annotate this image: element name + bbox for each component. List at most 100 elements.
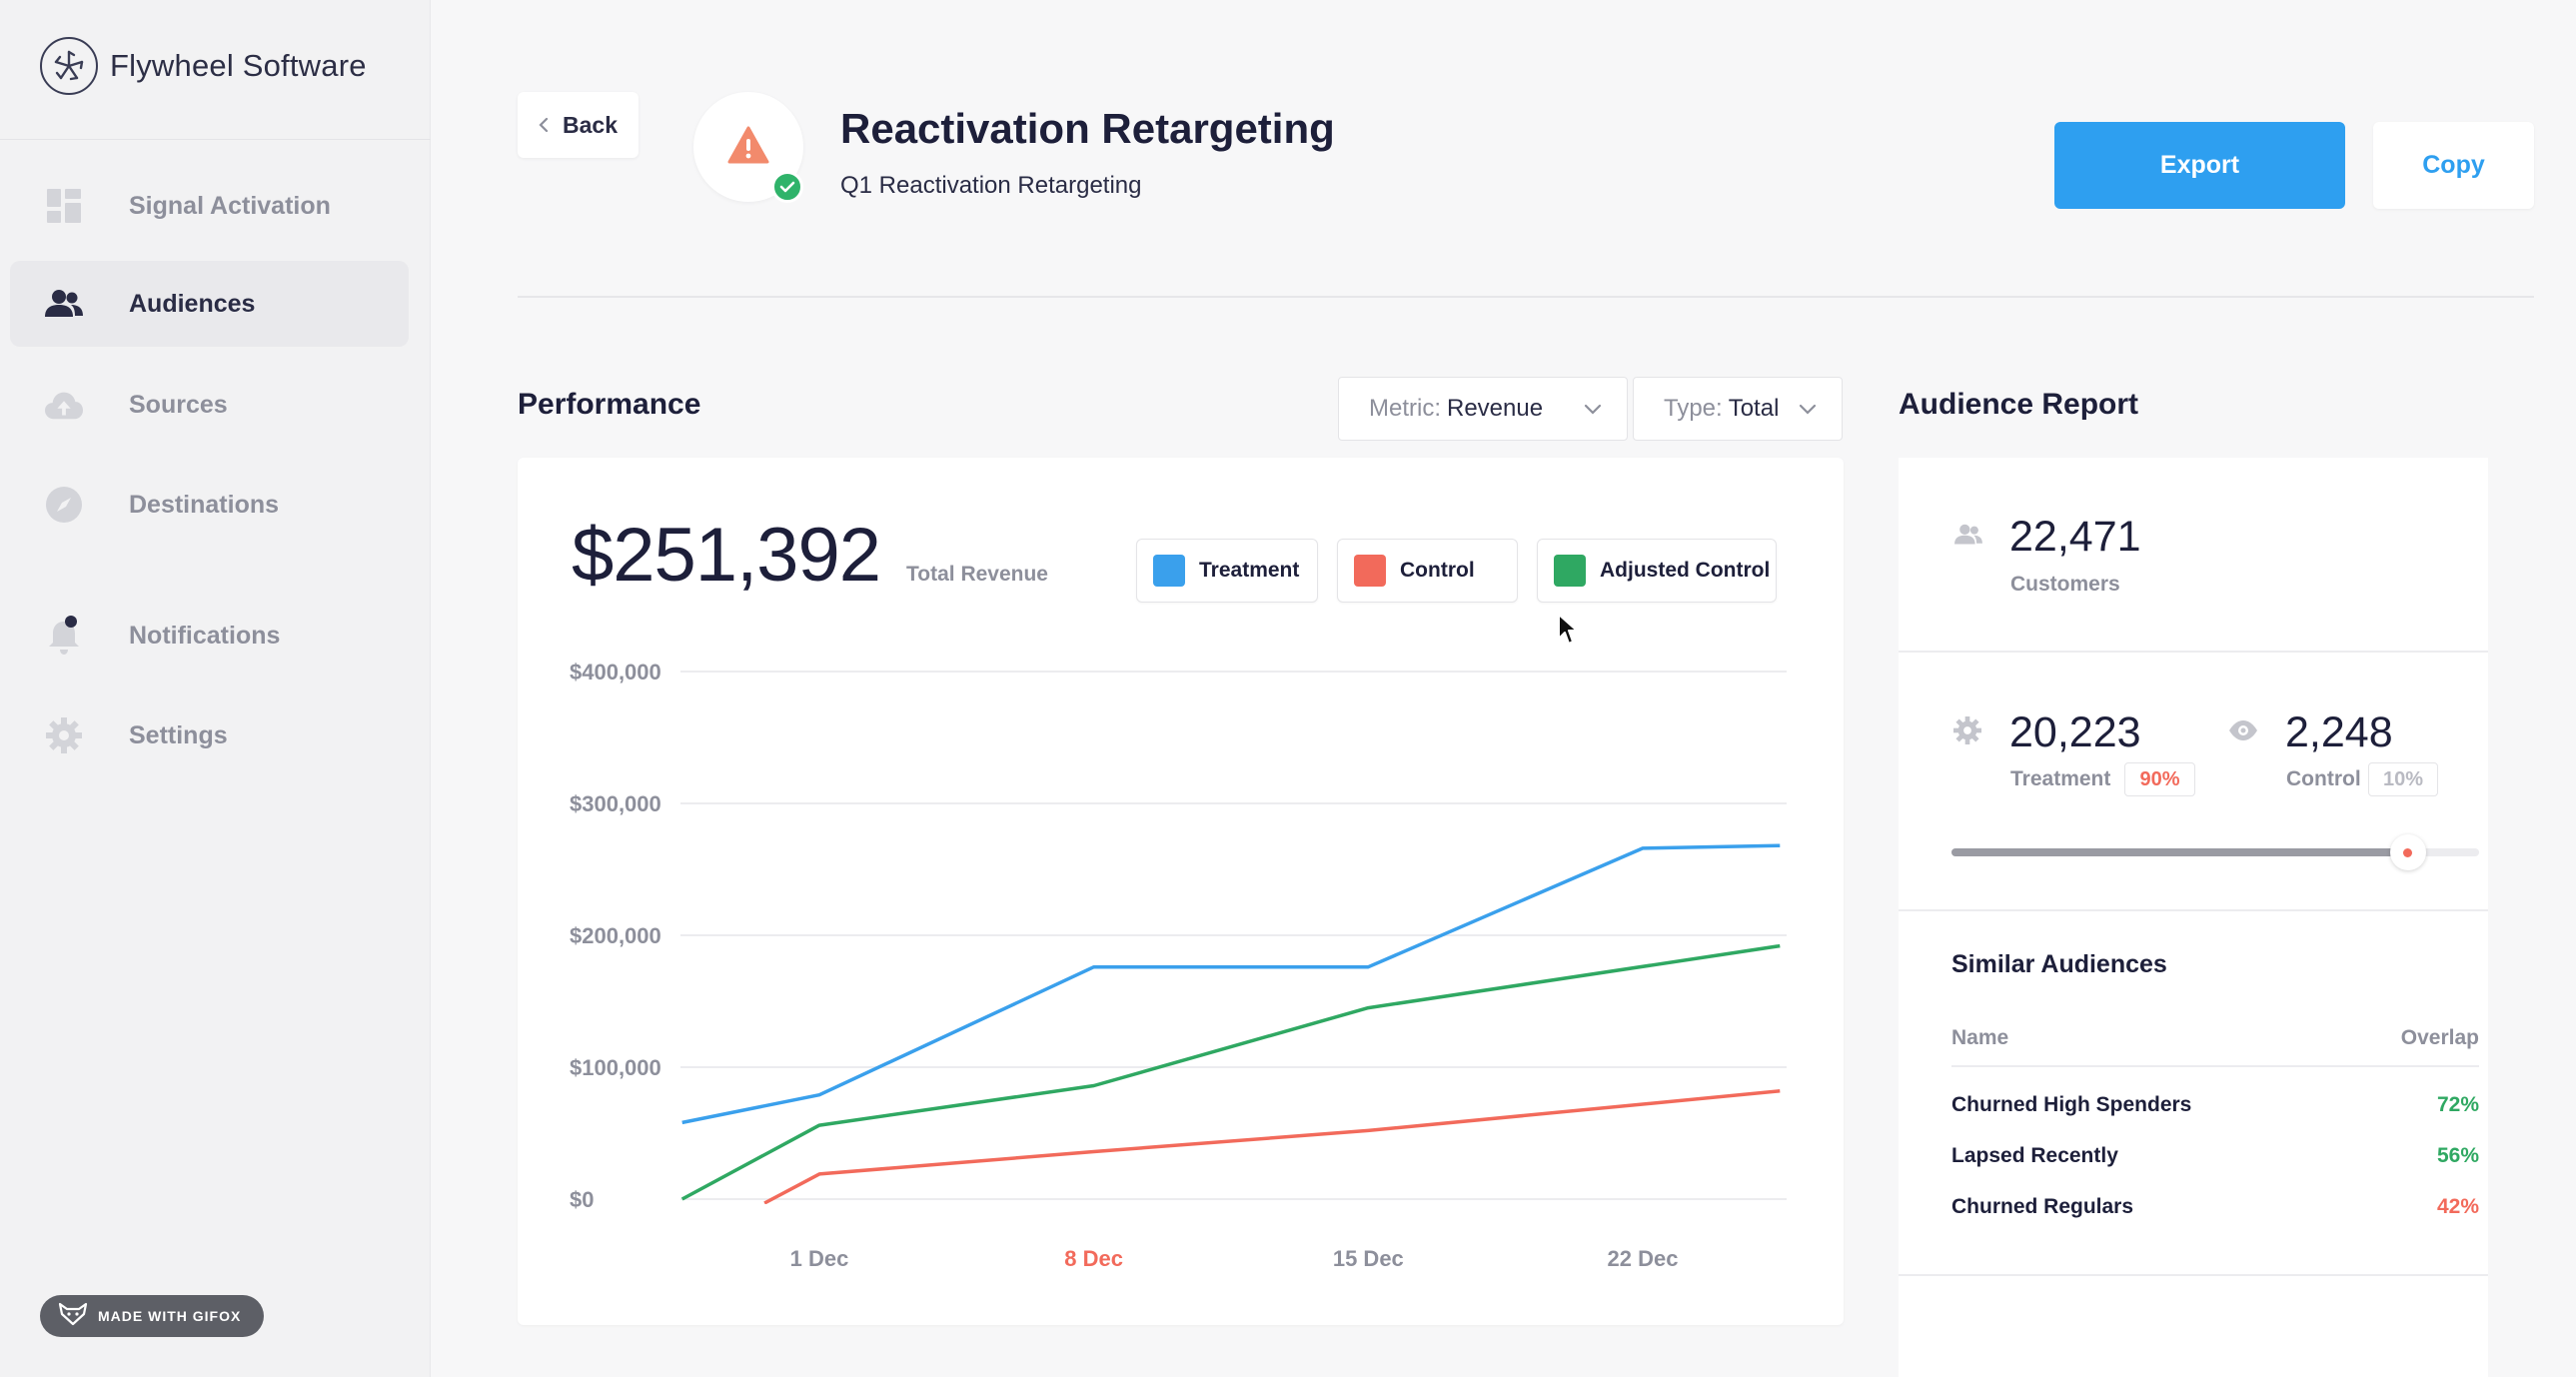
sidebar-item-settings[interactable]: Settings xyxy=(10,692,409,778)
report-divider xyxy=(1899,651,2488,653)
audience-name: Churned Regulars xyxy=(1951,1195,2134,1218)
performance-title: Performance xyxy=(518,388,701,421)
eye-icon xyxy=(2228,719,2258,746)
total-revenue-caption: Total Revenue xyxy=(906,563,1048,586)
brand-name: Flywheel Software xyxy=(110,48,367,83)
audience-name: Churned High Spenders xyxy=(1951,1093,2192,1116)
type-key: Type: xyxy=(1664,395,1723,422)
audience-report-title: Audience Report xyxy=(1899,388,2139,421)
table-header-divider xyxy=(1951,1065,2479,1067)
similar-audience-row[interactable]: Lapsed Recently 56% xyxy=(1951,1144,2479,1176)
mouse-cursor-icon xyxy=(1557,613,1581,652)
warning-icon xyxy=(727,126,769,169)
legend-swatch xyxy=(1354,555,1386,587)
gear-icon xyxy=(45,716,83,754)
similar-audience-row[interactable]: Churned Regulars 42% xyxy=(1951,1195,2479,1227)
similar-audiences-title: Similar Audiences xyxy=(1951,950,2167,978)
x-tick-label: 22 Dec xyxy=(1608,1246,1679,1271)
people-icon xyxy=(1953,524,1983,551)
legend-label: Adjusted Control xyxy=(1600,559,1771,582)
sidebar-item-label: Settings xyxy=(129,720,228,749)
audience-overlap: 42% xyxy=(2436,1195,2479,1218)
audience-overlap: 56% xyxy=(2436,1144,2479,1167)
y-tick-label: $100,000 xyxy=(570,1055,661,1080)
gifox-badge[interactable]: MADE WITH GIFOX xyxy=(40,1295,264,1337)
back-button[interactable]: Back xyxy=(518,92,639,158)
sidebar: Flywheel Software Signal Activation Audi… xyxy=(0,0,431,1377)
report-divider xyxy=(1899,909,2488,911)
sidebar-item-signal-activation[interactable]: Signal Activation xyxy=(10,163,409,249)
dashboard-grid-icon xyxy=(45,187,83,225)
bell-icon xyxy=(45,616,83,655)
sidebar-item-label: Sources xyxy=(129,390,228,419)
sidebar-item-destinations[interactable]: Destinations xyxy=(10,462,409,548)
audience-name: Lapsed Recently xyxy=(1951,1144,2118,1167)
people-icon xyxy=(45,285,83,323)
flywheel-logo-icon xyxy=(40,37,98,95)
total-revenue-value: $251,392 xyxy=(572,513,881,598)
back-label: Back xyxy=(563,111,618,138)
cloud-upload-icon xyxy=(45,386,83,424)
control-label: Control xyxy=(2286,767,2361,790)
sidebar-item-label: Audiences xyxy=(129,289,256,318)
page-title: Reactivation Retargeting xyxy=(840,105,1335,152)
series-line-control xyxy=(763,1089,1781,1204)
series-line-adjusted-control xyxy=(680,943,1781,1201)
compass-icon xyxy=(45,486,83,524)
metric-key: Metric: xyxy=(1369,395,1441,422)
sidebar-item-sources[interactable]: Sources xyxy=(10,362,409,448)
customers-label: Customers xyxy=(2010,573,2120,596)
report-divider xyxy=(1899,1274,2488,1276)
fox-icon xyxy=(58,1302,88,1331)
legend-label: Control xyxy=(1400,559,1475,582)
treatment-label: Treatment xyxy=(2010,767,2111,790)
slider-handle[interactable] xyxy=(2389,834,2426,870)
type-value: Total xyxy=(1728,395,1780,422)
series-line-treatment xyxy=(681,843,1781,1125)
legend-control[interactable]: Control xyxy=(1337,539,1518,603)
audience-overlap: 72% xyxy=(2436,1093,2479,1116)
type-dropdown[interactable]: Type: Total xyxy=(1633,377,1843,441)
gifox-label: MADE WITH GIFOX xyxy=(98,1308,242,1324)
sidebar-item-label: Notifications xyxy=(129,621,281,650)
similar-audience-row[interactable]: Churned High Spenders 72% xyxy=(1951,1093,2479,1125)
control-value: 2,248 xyxy=(2285,708,2393,756)
treatment-pct-badge: 90% xyxy=(2124,762,2195,796)
y-tick-label: $0 xyxy=(570,1187,594,1212)
chevron-down-icon xyxy=(1583,398,1603,426)
x-tick-label: 1 Dec xyxy=(790,1246,849,1271)
sidebar-item-label: Destinations xyxy=(129,490,280,519)
export-button[interactable]: Export xyxy=(2054,122,2345,209)
page-subtitle: Q1 Reactivation Retargeting xyxy=(840,172,1142,199)
x-tick-label: 8 Dec xyxy=(1064,1246,1123,1271)
y-tick-label: $300,000 xyxy=(570,791,661,816)
column-header-name: Name xyxy=(1951,1026,2009,1049)
brand[interactable]: Flywheel Software xyxy=(40,34,367,98)
audience-report-card xyxy=(1899,458,2488,1377)
control-pct-badge: 10% xyxy=(2368,762,2438,796)
slider-fill xyxy=(1951,848,2408,856)
legend-label: Treatment xyxy=(1199,559,1300,582)
legend-adjusted-control[interactable]: Adjusted Control xyxy=(1537,539,1777,603)
slider-dot xyxy=(2403,847,2413,857)
metric-value: Revenue xyxy=(1447,395,1544,422)
sidebar-divider xyxy=(0,139,431,140)
legend-swatch xyxy=(1153,555,1185,587)
header-divider xyxy=(518,296,2534,298)
sidebar-item-label: Signal Activation xyxy=(129,191,331,220)
column-header-overlap: Overlap xyxy=(2400,1026,2479,1049)
treatment-value: 20,223 xyxy=(2009,708,2141,756)
legend-treatment[interactable]: Treatment xyxy=(1136,539,1318,603)
y-tick-label: $400,000 xyxy=(570,660,661,685)
split-slider[interactable] xyxy=(1951,834,2479,870)
metric-dropdown[interactable]: Metric: Revenue xyxy=(1338,377,1628,441)
chevron-down-icon xyxy=(1798,398,1818,426)
sidebar-item-notifications[interactable]: Notifications xyxy=(10,593,409,679)
customers-value: 22,471 xyxy=(2009,513,2141,561)
legend-swatch xyxy=(1554,555,1586,587)
check-icon xyxy=(771,171,803,203)
copy-button[interactable]: Copy xyxy=(2373,122,2534,209)
sidebar-item-audiences[interactable]: Audiences xyxy=(10,261,409,347)
y-tick-label: $200,000 xyxy=(570,923,661,948)
performance-chart: $400,000 $300,000 $200,000 $100,000 $0 1 Dec 8… xyxy=(570,660,1787,1271)
